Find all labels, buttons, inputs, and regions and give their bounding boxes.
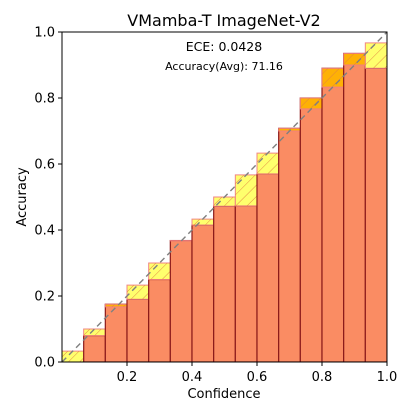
plot-frame bbox=[61, 31, 388, 363]
accuracy-bar-6 bbox=[191, 224, 215, 362]
accuracy-bar-1 bbox=[83, 335, 106, 362]
accuracy-bar-5 bbox=[169, 239, 193, 362]
gap-hatch-14 bbox=[365, 42, 387, 69]
x-tick-label-0: 0.2 bbox=[117, 370, 138, 385]
y-tick-label-4: 0.8 bbox=[34, 92, 55, 107]
accuracy-bar-12 bbox=[321, 67, 345, 362]
plot-area bbox=[62, 32, 387, 362]
x-tick-label-1: 0.4 bbox=[182, 370, 203, 385]
y-axis-label: Accuracy bbox=[15, 167, 30, 227]
accuracy-bar-13 bbox=[343, 52, 366, 362]
perfect-calibration-line bbox=[62, 32, 387, 362]
gap-hatch-13 bbox=[343, 53, 366, 65]
gap-hatch-0 bbox=[62, 351, 84, 362]
gap-hatch-3 bbox=[127, 285, 149, 300]
accuracy-bar-11 bbox=[299, 97, 323, 362]
y-axis: 0.0 0.2 0.4 0.6 0.8 1.0 bbox=[34, 26, 62, 371]
accuracy-bar-4 bbox=[148, 278, 171, 362]
gap-hatch-12 bbox=[322, 68, 344, 88]
x-axis: 0.2 0.4 0.6 0.8 1.0 bbox=[117, 362, 398, 385]
y-tick-label-2: 0.4 bbox=[34, 224, 55, 239]
chart-title: VMamba-T ImageNet-V2 bbox=[127, 11, 320, 30]
accuracy-bar-3 bbox=[126, 298, 150, 362]
accuracy-bar-7 bbox=[213, 205, 236, 362]
gap-hatch-11 bbox=[300, 98, 322, 109]
x-tick-label-2: 0.6 bbox=[247, 370, 268, 385]
ece-annotation: ECE: 0.0428 bbox=[186, 39, 262, 54]
x-axis-label: Confidence bbox=[187, 387, 260, 402]
accuracy-bar-2 bbox=[104, 303, 128, 362]
accuracy-bar-14 bbox=[364, 67, 387, 362]
gap-hatch-8 bbox=[235, 174, 257, 206]
y-tick-label-1: 0.2 bbox=[34, 290, 55, 305]
gap-hatch-4 bbox=[148, 263, 171, 280]
accuracy-bar-10 bbox=[278, 127, 301, 362]
y-tick-label-5: 1.0 bbox=[34, 26, 55, 41]
gap-hatch-7 bbox=[213, 197, 236, 207]
accuracy-bar-8 bbox=[234, 205, 258, 362]
accuracy-bar-9 bbox=[256, 173, 280, 362]
y-tick-label-0: 0.0 bbox=[34, 356, 55, 371]
gap-hatch-6 bbox=[192, 219, 214, 226]
gap-hatch-2 bbox=[105, 304, 127, 307]
y-tick-label-3: 0.6 bbox=[34, 158, 55, 173]
gap-hatch-9 bbox=[257, 153, 279, 174]
accuracy-annotation: Accuracy(Avg): 71.16 bbox=[165, 60, 283, 73]
x-tick-label-4: 1.0 bbox=[377, 370, 398, 385]
x-tick-label-3: 0.8 bbox=[312, 370, 333, 385]
gap-hatch-10 bbox=[278, 128, 301, 131]
gap-hatch-1 bbox=[83, 329, 106, 336]
